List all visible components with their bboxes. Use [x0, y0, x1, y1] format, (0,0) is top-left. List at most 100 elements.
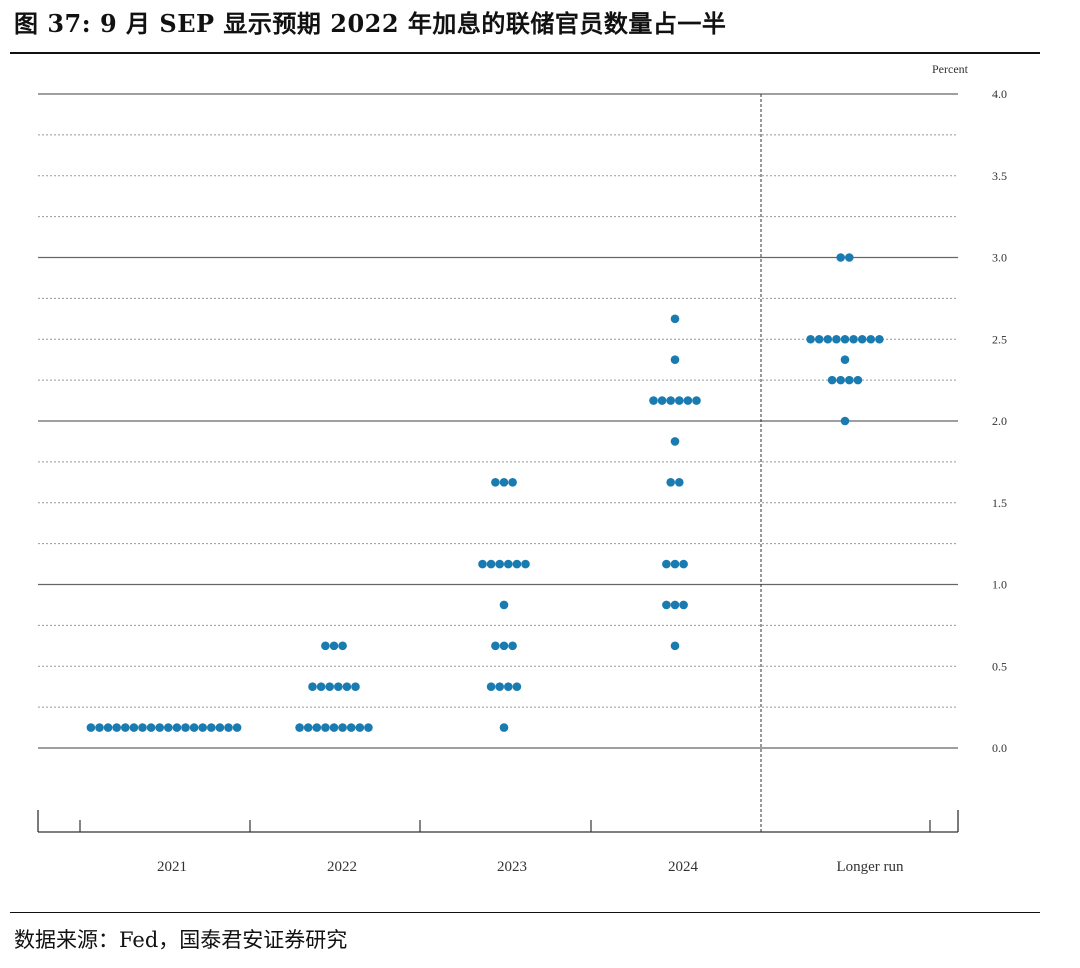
- dot-point: [649, 396, 658, 405]
- dot-point: [364, 723, 373, 732]
- dot-point: [662, 600, 671, 610]
- y-tick-label: 1.0: [992, 578, 1007, 592]
- dot-point: [662, 559, 671, 569]
- dot-point: [823, 334, 833, 344]
- dot-point: [670, 437, 680, 446]
- dot-point: [224, 723, 233, 732]
- dot-point: [675, 478, 684, 487]
- dot-point: [351, 682, 360, 691]
- dot-point: [670, 314, 680, 324]
- dot-point: [849, 334, 858, 344]
- dot-point: [478, 559, 487, 569]
- dot-point: [312, 723, 322, 732]
- axes: [37, 94, 959, 833]
- dot-point: [836, 253, 845, 262]
- dot-point: [338, 723, 347, 732]
- dot-point: [303, 723, 313, 732]
- dot-point: [491, 478, 500, 487]
- dot-point: [499, 600, 509, 610]
- labels: 0.0 0.5 1.0 1.5 2.0 2.5 3.0 3.5 4.0 Percent 2021 20…: [157, 62, 1007, 875]
- dot-point: [499, 723, 509, 732]
- y-tick-label: 3.0: [992, 251, 1007, 265]
- y-tick-label: 0.5: [992, 659, 1007, 673]
- dot-point: [857, 334, 867, 344]
- dots: [86, 253, 884, 732]
- dot-point: [181, 723, 190, 732]
- dot-point: [499, 641, 509, 651]
- x-category-label: Longer run: [836, 859, 904, 875]
- dot-point: [155, 723, 164, 732]
- dot-point: [329, 723, 339, 732]
- dot-point: [329, 641, 339, 651]
- dot-point: [504, 559, 513, 569]
- source-note: 数据来源：Fed，国泰君安证券研究: [14, 928, 348, 952]
- grid-lines: [38, 93, 958, 749]
- dot-point: [321, 723, 330, 732]
- dot-point: [207, 723, 216, 732]
- dot-point: [215, 723, 225, 732]
- dot-point: [508, 478, 517, 487]
- dot-point: [670, 559, 680, 569]
- dot-point: [504, 682, 513, 691]
- dot-point: [164, 723, 173, 732]
- y-tick-label: 3.5: [992, 169, 1007, 183]
- y-tick-label: 2.5: [992, 332, 1007, 346]
- dot-point: [495, 682, 505, 691]
- dot-point: [840, 334, 850, 344]
- title-divider: [10, 52, 1040, 54]
- dot-point: [657, 396, 667, 405]
- dot-point: [338, 641, 347, 651]
- dot-point: [346, 723, 356, 732]
- dot-point: [316, 682, 326, 691]
- x-category-label: 2022: [327, 859, 357, 875]
- dot-point: [512, 682, 522, 691]
- dot-point: [146, 723, 156, 732]
- dot-point: [121, 723, 130, 732]
- dot-point: [875, 334, 884, 344]
- dot-point: [172, 723, 182, 732]
- dot-point: [355, 723, 365, 732]
- dot-point: [486, 682, 496, 691]
- dot-point: [189, 723, 199, 732]
- dot-point: [321, 641, 330, 651]
- dot-point: [679, 559, 688, 569]
- y-tick-label: 0.0: [992, 741, 1007, 755]
- dot-point: [95, 723, 104, 732]
- y-tick-label: 2.0: [992, 414, 1007, 428]
- dot-point: [692, 396, 701, 405]
- dot-point: [308, 682, 317, 691]
- dot-point: [814, 334, 824, 344]
- dot-point: [666, 478, 675, 487]
- dot-point: [232, 723, 242, 732]
- dot-point: [836, 375, 845, 385]
- dot-point: [670, 355, 680, 364]
- dot-point: [512, 559, 522, 569]
- dot-point: [499, 478, 509, 487]
- dot-point: [325, 682, 335, 691]
- dot-point: [670, 641, 680, 651]
- dot-point: [129, 723, 139, 732]
- dot-point: [342, 682, 352, 691]
- dot-point: [675, 396, 684, 405]
- dot-point: [138, 723, 147, 732]
- dot-point: [840, 355, 850, 364]
- dot-point: [832, 334, 841, 344]
- figure-title: 图 37: 9 月 SEP 显示预期 2022 年加息的联储官员数量占一半: [14, 9, 727, 38]
- dot-point: [679, 600, 688, 610]
- dot-point: [334, 682, 343, 691]
- dot-point: [845, 253, 854, 262]
- dot-point: [853, 375, 863, 385]
- dot-point: [840, 416, 850, 426]
- dot-point: [827, 375, 837, 385]
- dot-point: [103, 723, 113, 732]
- dot-point: [508, 641, 517, 651]
- source-divider: [10, 912, 1040, 913]
- dot-point: [495, 559, 505, 569]
- dot-point: [491, 641, 500, 651]
- dot-point: [112, 723, 121, 732]
- dot-point: [806, 334, 815, 344]
- y-tick-label: 4.0: [992, 87, 1007, 101]
- dot-point: [666, 396, 675, 405]
- dot-point: [845, 375, 854, 385]
